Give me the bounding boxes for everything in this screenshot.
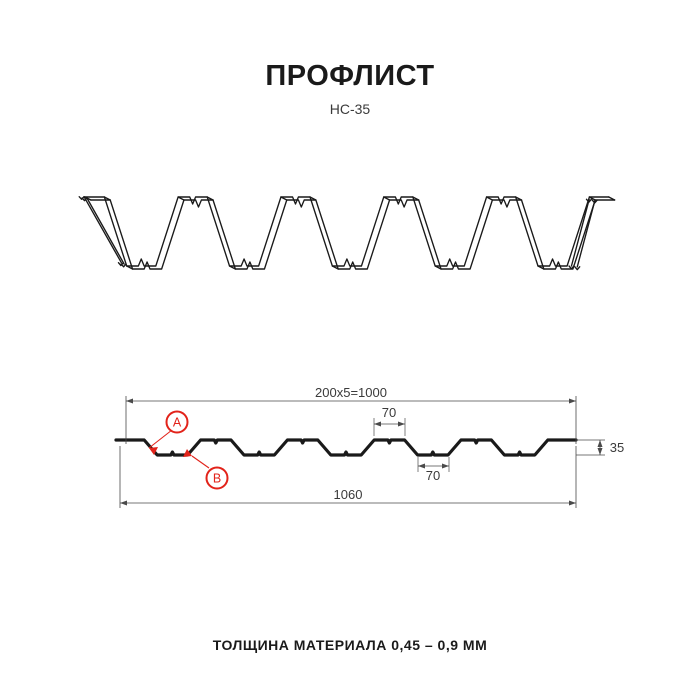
svg-text:1060: 1060: [334, 487, 363, 502]
svg-text:B: B: [213, 472, 221, 486]
svg-text:A: A: [173, 416, 182, 430]
svg-text:70: 70: [382, 405, 396, 420]
svg-text:35: 35: [610, 440, 624, 455]
svg-text:200х5=1000: 200х5=1000: [315, 385, 387, 400]
svg-text:70: 70: [426, 468, 440, 483]
